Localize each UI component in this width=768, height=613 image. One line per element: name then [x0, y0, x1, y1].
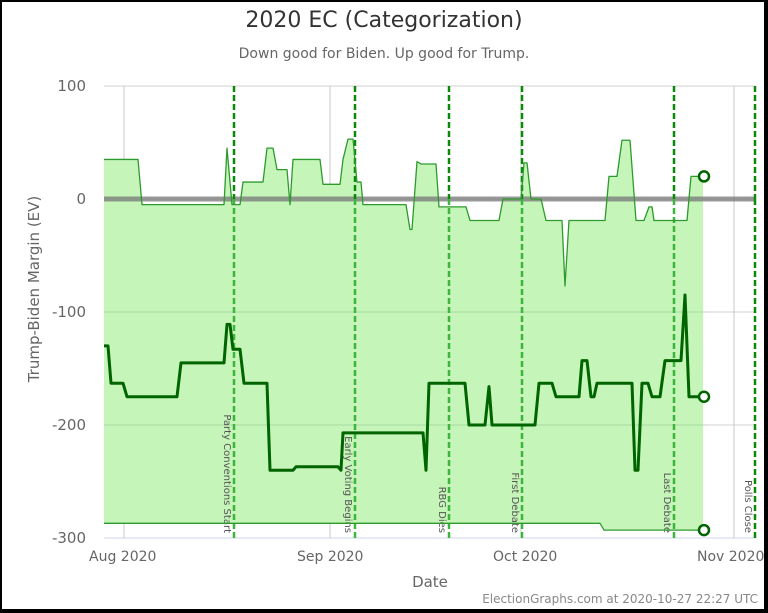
event-label: Early Voting Begins: [342, 436, 353, 533]
y-tick-100: 100: [57, 77, 86, 95]
credit-text: ElectionGraphs.com at 2020-10-27 22:27 U…: [482, 592, 758, 606]
event-label: First Debate: [509, 472, 520, 533]
x-tick-oct: Oct 2020: [493, 549, 558, 565]
event-label: Party Conventions Start: [221, 414, 232, 533]
y-tick-0: 0: [76, 190, 86, 208]
event-label: Polls Close: [742, 480, 753, 533]
range-band: [104, 139, 703, 531]
event-label: RBG Dies: [436, 487, 447, 533]
chart-title: 2020 EC (Categorization): [245, 8, 523, 33]
y-tick-minus-300: -300: [51, 529, 86, 547]
series-trump-best: [104, 138, 703, 287]
chart-subtitle: Down good for Biden. Up good for Trump.: [238, 46, 530, 62]
x-tick-nov: Nov 2020: [697, 549, 765, 565]
end-marker: [697, 170, 711, 183]
x-tick-sep: Sep 2020: [297, 549, 364, 565]
y-tick-minus-200: -200: [51, 416, 86, 434]
y-tick-minus-100: -100: [51, 303, 86, 321]
series-biden-best: [104, 522, 703, 531]
end-marker: [697, 523, 711, 537]
series-expected: [104, 293, 703, 472]
x-axis-label: Date: [412, 573, 448, 591]
event-label: Last Debate: [661, 473, 672, 533]
x-tick-aug: Aug 2020: [89, 549, 157, 565]
end-marker: [697, 390, 711, 403]
